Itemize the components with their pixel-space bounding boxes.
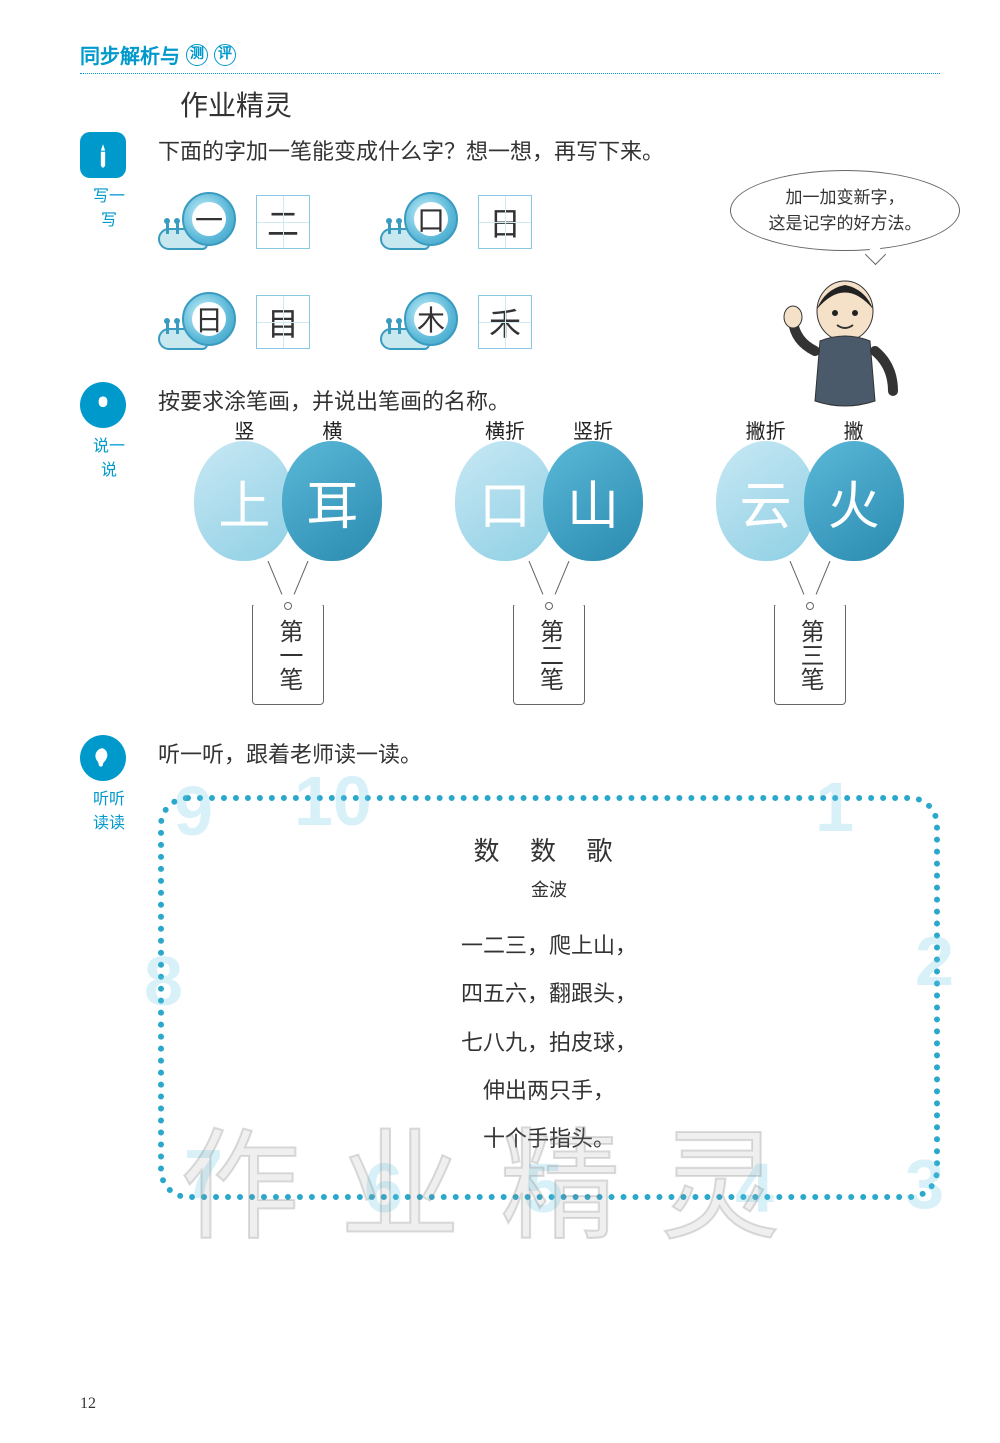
source-char: 口: [414, 202, 448, 236]
section-listen-label: 听听读读: [86, 785, 132, 833]
stroke-tag: 第二笔: [513, 605, 585, 705]
balloon-group: 竖 上 横 耳 第一笔: [173, 441, 403, 705]
balloon-char: 口: [479, 464, 531, 539]
section-speak: 说一说 按要求涂笔画，并说出笔画的名称。 竖 上 横 耳: [80, 382, 940, 706]
balloon: 横 耳: [282, 441, 382, 561]
speak-icon: [80, 382, 126, 428]
write-instruction: 下面的字加一笔能变成什么字？想一想，再写下来。: [158, 132, 940, 172]
poem-line: 七八九，拍皮球，: [204, 1019, 894, 1067]
header-badge-2: 评: [214, 44, 236, 66]
bg-number-icon: 10: [294, 761, 372, 841]
stroke-tag: 第一笔: [252, 605, 324, 705]
bg-number-icon: 7: [184, 1134, 223, 1214]
balloon-group: 撇折 云 撇 火 第三笔: [695, 441, 925, 705]
section-speak-label: 说一说: [86, 432, 132, 480]
stroke-label: 撇: [844, 415, 864, 444]
stroke-label: 竖: [234, 415, 254, 444]
section-write-left: 写一写: [80, 132, 138, 230]
header-title: 同步解析与: [80, 40, 180, 69]
balloon: 竖折 山: [543, 441, 643, 561]
balloon-char: 火: [828, 464, 880, 539]
poem-line: 伸出两只手，: [204, 1067, 894, 1115]
char-pair: 木 禾: [380, 292, 532, 352]
section-speak-left: 说一说: [80, 382, 138, 480]
section-listen: 听听读读 听一听，跟着老师读一读。 9 10 1 8 2 7 3 6 5 4 数…: [80, 735, 940, 1200]
bg-number-icon: 8: [144, 941, 183, 1021]
balloon: 撇折 云: [716, 441, 816, 561]
answer-box: 目: [256, 295, 310, 349]
bg-number-icon: 4: [735, 1148, 774, 1228]
char-pair: 一 二: [158, 192, 310, 252]
answer-box: 二: [256, 195, 310, 249]
bg-number-icon: 5: [524, 1148, 563, 1228]
section-speak-body: 按要求涂笔画，并说出笔画的名称。 竖 上 横 耳: [138, 382, 940, 706]
snail-icon: 日: [158, 292, 238, 352]
poem-line: 四五六，翻跟头，: [204, 970, 894, 1018]
ear-icon: [80, 735, 126, 781]
tag-text: 第二笔: [531, 619, 566, 691]
section-write-label: 写一写: [86, 182, 132, 230]
page-number: 12: [80, 1395, 96, 1413]
pencil-icon: [80, 132, 126, 178]
bg-number-icon: 2: [915, 921, 954, 1001]
snail-icon: 口: [380, 192, 460, 252]
top-handwriting: 作业精灵: [180, 84, 940, 124]
stroke-label: 横折: [485, 415, 525, 444]
char-pair: 日 目: [158, 292, 310, 352]
bg-number-icon: 6: [364, 1148, 403, 1228]
tag-text: 第三笔: [792, 619, 827, 691]
char-pair: 口 日: [380, 192, 532, 252]
balloon-char: 云: [740, 464, 792, 539]
source-char: 日: [192, 302, 226, 336]
poem-box: 9 10 1 8 2 7 3 6 5 4 数 数 歌 金波 一二三，爬上山， 四…: [158, 795, 940, 1200]
balloon: 竖 上: [194, 441, 294, 561]
source-char: 一: [192, 202, 226, 236]
stroke-label: 竖折: [573, 415, 613, 444]
balloon: 横折 口: [455, 441, 555, 561]
balloon-char: 耳: [306, 464, 358, 539]
stroke-tag: 第三笔: [774, 605, 846, 705]
bg-number-icon: 9: [174, 771, 213, 851]
source-char: 木: [414, 302, 448, 336]
answer-box: 禾: [478, 295, 532, 349]
bubble-line: 这是记字的好方法。: [749, 211, 941, 237]
bubble-line: 加一加变新字，: [749, 185, 941, 211]
answer-box: 日: [478, 195, 532, 249]
header-badge-1: 测: [186, 44, 208, 66]
stroke-label: 横: [322, 415, 342, 444]
char-grid: 一 二 口 日 日 目: [158, 192, 718, 352]
poem-line: 一二三，爬上山，: [204, 922, 894, 970]
bg-number-icon: 3: [905, 1144, 944, 1224]
poem-author: 金波: [204, 876, 894, 902]
section-listen-left: 听听读读: [80, 735, 138, 833]
bg-number-icon: 1: [815, 767, 854, 847]
snail-icon: 一: [158, 192, 238, 252]
hint-boy-area: 加一加变新字， 这是记字的好方法。: [730, 170, 960, 426]
boy-icon: [730, 271, 960, 426]
speech-bubble: 加一加变新字， 这是记字的好方法。: [730, 170, 960, 251]
snail-icon: 木: [380, 292, 460, 352]
balloon-group: 横折 口 竖折 山 第二笔: [434, 441, 664, 705]
balloon: 撇 火: [804, 441, 904, 561]
stroke-label: 撇折: [746, 415, 786, 444]
balloon-char: 山: [567, 464, 619, 539]
page-header: 同步解析与 测 评: [80, 40, 940, 74]
balloon-row: 竖 上 横 耳 第一笔: [158, 441, 940, 705]
section-listen-body: 听一听，跟着老师读一读。 9 10 1 8 2 7 3 6 5 4 数 数 歌 …: [138, 735, 940, 1200]
tag-text: 第一笔: [271, 619, 306, 691]
balloon-char: 上: [218, 464, 270, 539]
